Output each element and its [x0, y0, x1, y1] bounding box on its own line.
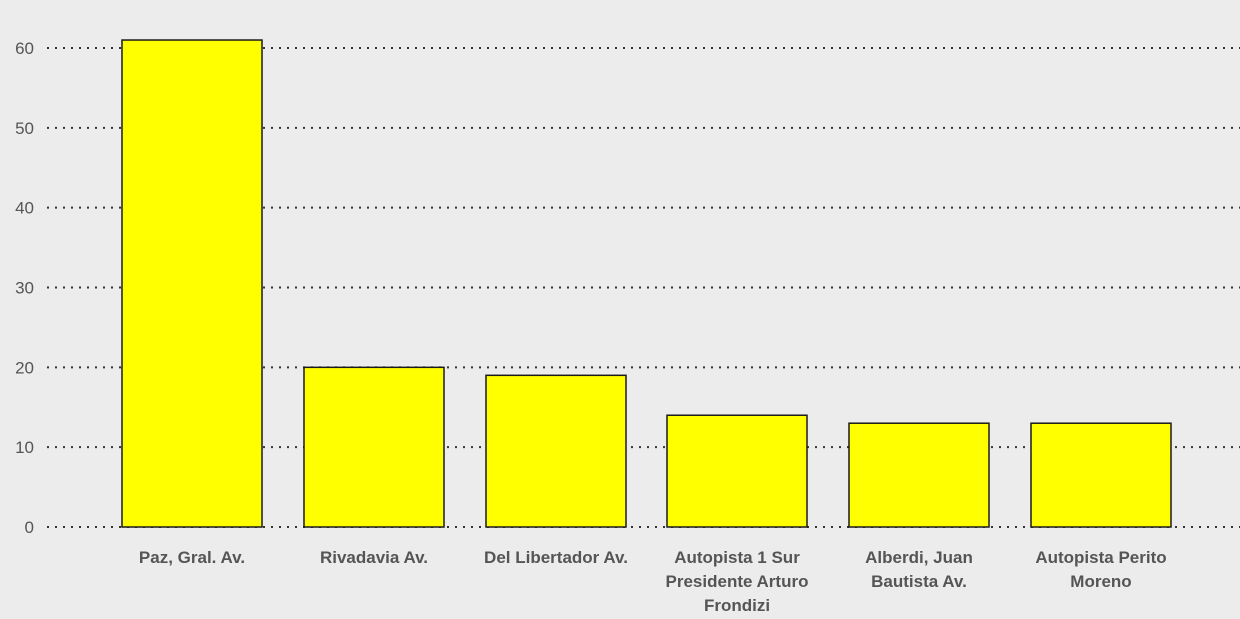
bars: Paz, Gral. Av.: 61 Rivadavia Av.: 20 Del L… — [121, 39, 1172, 528]
y-tick-label-0: 0 — [25, 518, 34, 537]
x-category-label-line: Del Libertador Av. — [484, 548, 628, 567]
y-tick-label-20: 20 — [15, 358, 34, 377]
x-category-label-line: Alberdi, Juan — [865, 548, 973, 567]
x-category-label-line: Frondizi — [704, 596, 770, 615]
bar-3[interactable]: Del Libertador Av.: 19 — [485, 374, 627, 528]
x-category-label-4: Autopista 1 Sur Presidente Arturo Frondizi — [666, 548, 809, 615]
x-category-label-3: Del Libertador Av. — [484, 548, 628, 567]
x-category-label-line: Presidente Arturo — [666, 572, 809, 591]
x-category-label-line: Autopista Perito — [1035, 548, 1166, 567]
x-category-label-line: Moreno — [1070, 572, 1131, 591]
y-tick-label-30: 30 — [15, 279, 34, 298]
bar-1[interactable]: Paz, Gral. Av.: 61 — [121, 39, 263, 528]
y-tick-label-10: 10 — [15, 438, 34, 457]
bar-4[interactable]: Autopista 1 Sur Presidente Arturo Frondi… — [666, 414, 808, 528]
y-tick-label-60: 60 — [15, 39, 34, 58]
x-category-label-6: Autopista Perito Moreno — [1035, 548, 1166, 591]
x-category-label-1: Paz, Gral. Av. — [139, 548, 245, 567]
x-category-label-line: Bautista Av. — [871, 572, 967, 591]
bar-2[interactable]: Rivadavia Av.: 20 — [303, 366, 445, 528]
x-category-label-line: Autopista 1 Sur — [674, 548, 800, 567]
x-category-label-line: Paz, Gral. Av. — [139, 548, 245, 567]
x-axis-labels: Paz, Gral. Av. Rivadavia Av. Del Libertado… — [139, 548, 1167, 615]
y-axis-ticks: 0 10 20 30 40 50 60 — [15, 39, 34, 537]
y-tick-label-40: 40 — [15, 199, 34, 218]
bar-6[interactable]: Autopista Perito Moreno: 13 — [1030, 422, 1172, 528]
x-category-label-line: Rivadavia Av. — [320, 548, 428, 567]
y-tick-label-50: 50 — [15, 119, 34, 138]
bar-5[interactable]: Alberdi, Juan Bautista Av.: 13 — [848, 422, 990, 528]
x-category-label-5: Alberdi, Juan Bautista Av. — [865, 548, 973, 591]
x-category-label-2: Rivadavia Av. — [320, 548, 428, 567]
